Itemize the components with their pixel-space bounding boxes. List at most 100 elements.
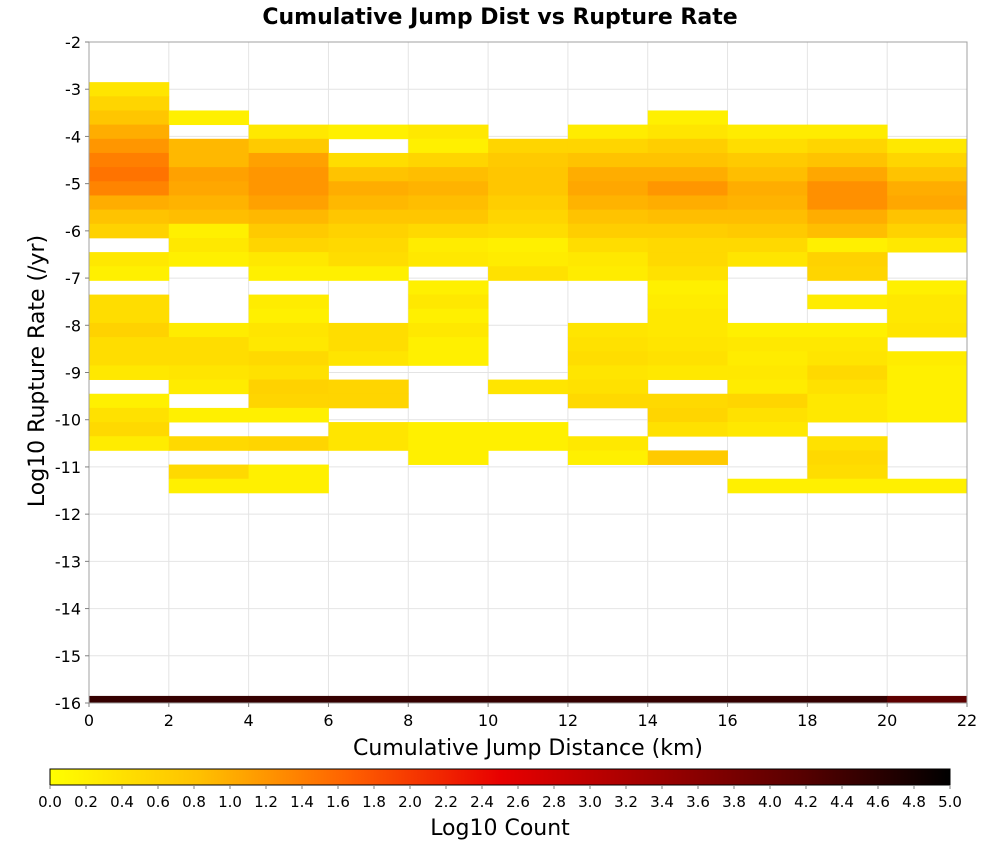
heatmap-cell [807,436,888,451]
heatmap-cell [807,351,888,366]
heatmap-cell [408,337,489,352]
heatmap-cell [89,422,170,437]
heatmap-cell [89,82,170,97]
x-tick-label: 18 [797,711,817,730]
heatmap-cell [647,393,728,409]
heatmap-cell [168,464,250,480]
heatmap-cell [488,138,569,154]
heatmap-cell [647,252,728,267]
colorbar-tick-label: 5.0 [938,793,962,811]
heatmap-cell [328,351,409,366]
heatmap-cell [168,436,250,451]
heatmap-cell [887,138,968,154]
heatmap-cell [408,195,489,211]
heatmap-cell [647,351,728,366]
heatmap-cell [248,152,329,168]
heatmap-cell [807,124,888,140]
heatmap-cells [89,82,968,704]
heatmap-cell [647,167,728,182]
heatmap-cell [488,152,569,168]
heatmap-cell [328,124,409,140]
x-tick-label: 22 [957,711,977,730]
y-tick-label: -4 [65,127,81,146]
heatmap-cell [248,407,329,423]
heatmap-cell [248,351,329,366]
heatmap-cell [89,124,170,140]
heatmap-cell [727,252,808,267]
colorbar-tick-label: 4.6 [866,793,890,811]
heatmap-cell [647,365,728,380]
heatmap-cell [408,237,489,253]
heatmap-cell [408,695,489,704]
heatmap-cell [567,195,649,211]
colorbar-tick-label: 4.4 [830,793,854,811]
heatmap-cell [727,181,808,196]
heatmap-cell [567,337,649,352]
y-tick-label: -14 [55,600,81,619]
heatmap-cell [408,209,489,225]
heatmap-cell [647,280,728,295]
colorbar-tick-label: 4.0 [758,793,782,811]
heatmap-cell [488,695,569,704]
heatmap-cell [408,223,489,239]
heatmap-cell [807,138,888,154]
heatmap-cell [408,294,489,310]
heatmap-cell [887,152,968,168]
heatmap-cell [807,252,888,267]
heatmap-cell [89,96,170,111]
heatmap-cell [807,294,888,310]
heatmap-cell [567,138,649,154]
heatmap-cell [488,252,569,267]
heatmap-cell [89,308,170,324]
heatmap-cell [408,322,489,338]
heatmap-cell [248,195,329,211]
heatmap-cell [168,695,250,704]
heatmap-cell [408,351,489,366]
y-tick-label: -15 [55,647,81,666]
x-tick-label: 16 [717,711,737,730]
heatmap-cell [488,167,569,182]
heatmap-cell [727,407,808,423]
heatmap-cell [89,294,170,310]
heatmap-cell [807,237,888,253]
heatmap-cell [887,308,968,324]
heatmap-cell [647,138,728,154]
heatmap-cell [168,152,250,168]
heatmap-cell [807,209,888,225]
x-tick-label: 12 [558,711,578,730]
heatmap-cell [807,167,888,182]
heatmap-cell [647,450,728,465]
heatmap-cell [567,322,649,338]
heatmap-cell [248,252,329,267]
heatmap-cell [647,407,728,423]
heatmap-cell [567,252,649,267]
heatmap-cell [647,152,728,168]
heatmap-cell [727,223,808,239]
heatmap-cell [248,294,329,310]
heatmap-cell [89,181,170,196]
colorbar-label: Log10 Count [430,816,570,841]
heatmap-cell [647,237,728,253]
heatmap-cell [408,308,489,324]
heatmap-cell [328,181,409,196]
heatmap-cell [328,195,409,211]
heatmap-cell [807,478,888,494]
colorbar-tick-label: 1.0 [218,793,242,811]
heatmap-cell [408,124,489,140]
heatmap-cell [727,167,808,182]
heatmap-cell [647,294,728,310]
heatmap-cell [168,478,250,494]
heatmap-cell [887,181,968,196]
heatmap-cell [807,195,888,211]
heatmap-cell [248,308,329,324]
heatmap-cell [647,223,728,239]
heatmap-cell [727,695,808,704]
heatmap-cell [807,181,888,196]
heatmap-cell [168,181,250,196]
colorbar-tick-label: 3.4 [650,793,674,811]
heatmap-cell [408,181,489,196]
x-tick-label: 14 [638,711,658,730]
heatmap-cell [408,167,489,182]
x-tick-label: 6 [323,711,333,730]
